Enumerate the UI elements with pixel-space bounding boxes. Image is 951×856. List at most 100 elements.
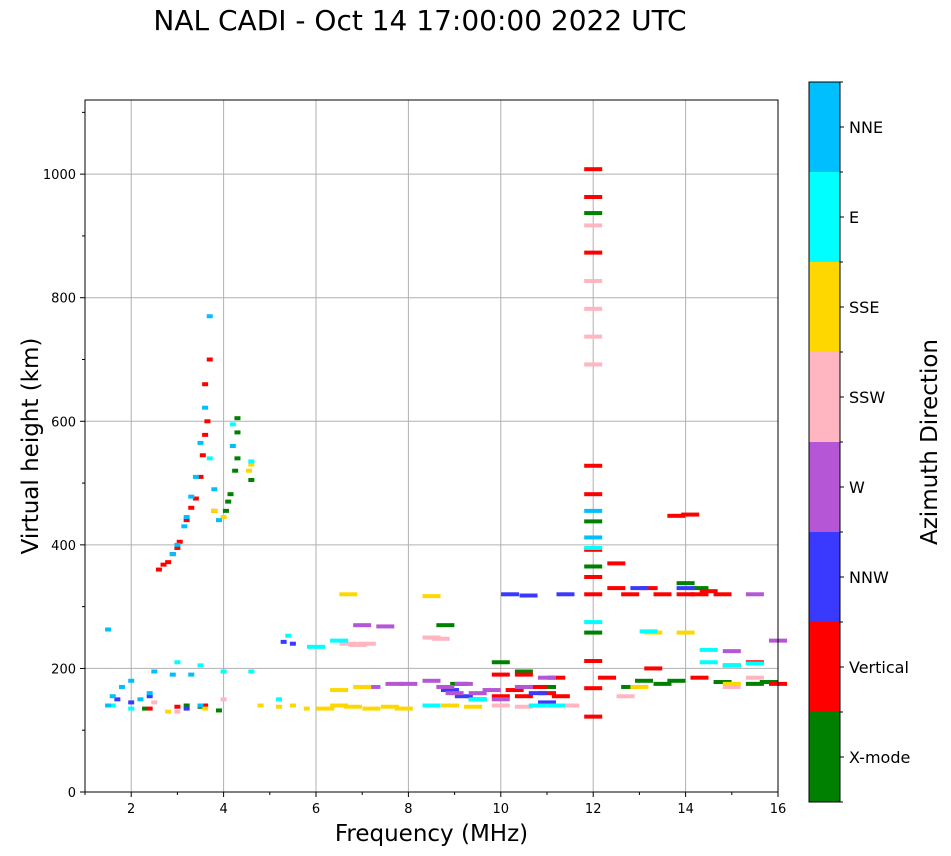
echo-point-vertical [491,694,510,699]
echo-point-sse [289,703,296,708]
echo-point-sse [330,703,349,708]
echo-point-sse [353,684,372,689]
y-tick-label: 200 [51,662,76,677]
echo-point-x-mode [584,519,603,524]
echo-point-sse [362,706,381,711]
echo-point-x-mode [745,681,764,686]
echo-point-vertical [206,357,213,362]
echo-point-nnw [676,586,695,591]
echo-point-ssw [722,684,741,689]
x-tick-label: 12 [585,802,602,817]
echo-point-e [584,545,603,550]
echo-point-nnw [440,688,459,693]
echo-point-w [399,681,418,686]
echo-point-nnw [630,586,649,591]
y-tick-label: 400 [51,539,76,554]
echo-point-nnw [538,700,556,705]
echo-point-x-mode [667,678,686,683]
echo-point-e [109,703,116,708]
echo-point-ssw [584,279,603,284]
echo-point-x-mode [234,430,241,435]
echo-point-nne [105,703,112,708]
echo-point-ssw [514,704,533,709]
echo-point-nne [192,474,199,479]
echo-point-ssw [584,362,603,367]
y-axis-label: Virtual height (km) [18,338,44,555]
echo-point-x-mode [690,586,709,591]
echo-point-vertical [505,688,524,693]
echo-point-nne [169,552,176,557]
y-tick-label: 800 [51,292,76,307]
echo-point-nnw [128,700,135,705]
echo-point-e [248,669,255,674]
echo-point-vertical [202,432,209,437]
echo-point-nnw [114,697,121,702]
x-tick-label: 6 [312,802,320,817]
echo-point-vertical [188,505,195,510]
echo-point-vertical [165,560,172,565]
echo-point-nnw [146,694,153,699]
echo-point-x-mode [234,416,241,421]
echo-point-sse [440,703,459,708]
x-tick-label: 4 [219,802,227,817]
echo-point-e [248,459,255,464]
echo-point-x-mode [183,703,190,708]
colorbar-segment-e [809,172,840,262]
echo-point-vertical [713,592,732,597]
echo-point-ssw [561,703,580,708]
echo-point-nne [206,314,213,319]
echo-point-nne [174,542,181,547]
echo-point-e [699,647,718,652]
grid [85,100,779,793]
x-tick-label: 16 [770,802,787,817]
echo-point-e [745,661,764,666]
y-tick-label: 0 [68,786,76,801]
echo-point-sse [276,704,283,709]
echo-point-x-mode [215,708,222,713]
echo-point-sse [422,594,441,599]
echo-point-x-mode [584,564,603,569]
echo-point-vertical [491,672,510,677]
echo-point-vertical [547,675,566,680]
echo-point-vertical [584,659,603,664]
echo-point-nnw [280,639,287,644]
echo-point-ssw [745,675,764,680]
colorbar-tick-label: NNW [849,568,889,587]
echo-point-vertical [690,675,709,680]
echo-points [105,167,787,719]
echo-point-vertical [690,592,709,597]
echo-point-vertical [204,419,211,424]
echo-point-vertical [584,574,603,579]
echo-point-ssw [584,223,603,228]
echo-point-x-mode [142,706,149,711]
plot-frame [84,99,779,793]
echo-point-vertical [676,592,695,597]
echo-point-e [639,629,658,634]
echo-point-w [722,649,741,654]
echo-point-e [197,663,204,668]
echo-point-nne [188,494,195,499]
echo-point-x-mode [584,211,603,216]
echo-point-vertical [584,463,603,468]
echo-point-sse [330,688,349,693]
echo-point-w [353,623,372,628]
echo-point-x-mode [491,660,510,665]
x-tick-label: 8 [404,802,412,817]
colorbar-segment-nne [809,82,840,172]
echo-point-vertical [183,518,190,523]
x-tick-label: 2 [127,802,135,817]
echo-point-e [220,669,227,674]
echo-point-e [547,703,566,708]
echo-point-ssw [339,641,358,646]
echo-point-nnw [556,592,575,597]
echo-point-e [128,706,135,711]
echo-point-sse [630,684,649,689]
echo-point-x-mode [227,492,234,497]
echo-point-sse [316,706,335,711]
echo-point-vertical [584,592,603,597]
echo-point-nnw [501,592,520,597]
echo-point-x-mode [225,499,232,504]
echo-point-sse [211,508,218,513]
echo-point-sse [339,592,358,597]
echo-point-x-mode [436,623,455,628]
